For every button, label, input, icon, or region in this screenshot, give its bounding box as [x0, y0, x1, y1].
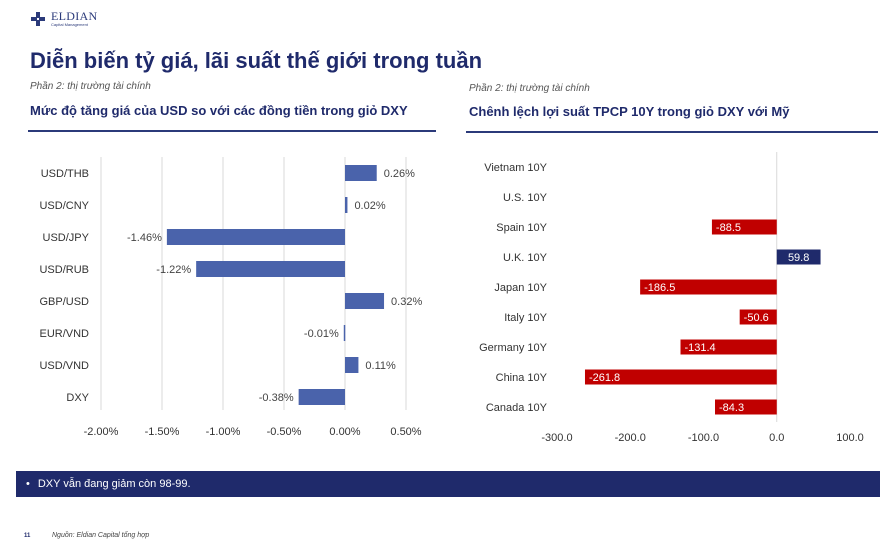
bar: [640, 279, 777, 295]
data-label: -1.46%: [127, 232, 162, 244]
category-label: China 10Y: [496, 372, 548, 384]
bar: [584, 369, 777, 385]
bar: [680, 339, 777, 355]
bar: [196, 261, 345, 277]
data-label: 0.26%: [384, 168, 415, 180]
fx-change-chart: -2.00% -1.50% -1.00% -0.50% 0.00% 0.50% USD/TH…: [39, 157, 422, 438]
bar: [776, 249, 821, 265]
x-tick-label: -300.0: [541, 432, 572, 444]
data-label: 0.02%: [354, 200, 385, 212]
x-tick-label: 0.00%: [329, 426, 360, 438]
data-label: -1.22%: [156, 264, 191, 276]
category-label: Spain 10Y: [496, 222, 547, 234]
category-label: USD/CNY: [39, 200, 89, 212]
category-label: USD/THB: [41, 168, 89, 180]
data-label: -131.4: [684, 342, 715, 354]
logo-cross-icon: [31, 11, 45, 26]
summary-banner: • DXY vẫn đang giảm còn 98-99.: [16, 471, 880, 497]
logo: ELDIAN Capital Management: [30, 10, 97, 27]
category-label: USD/VND: [39, 360, 89, 372]
x-tick-label: 100.0: [836, 432, 864, 444]
data-label: -186.5: [644, 282, 675, 294]
logo-subtitle: Capital Management: [51, 22, 88, 27]
x-tick-label: 0.50%: [390, 426, 421, 438]
left-title-underline: [28, 130, 436, 132]
category-label: USD/JPY: [43, 232, 90, 244]
left-chart-title: Mức độ tăng giá của USD so với các đồng …: [30, 103, 408, 118]
category-label: Japan 10Y: [494, 282, 547, 294]
summary-note: DXY vẫn đang giảm còn 98-99.: [37, 478, 191, 490]
bar: [298, 389, 345, 405]
left-section-label: Phần 2: thị trường tài chính: [30, 81, 151, 92]
bar: [711, 219, 777, 235]
bond-spread-chart: -300.0 -200.0 -100.0 0.0 100.0 Vietnam 10Y U.S…: [479, 152, 864, 444]
right-chart-title: Chênh lệch lợi suất TPCP 10Y trong giỏ D…: [469, 104, 790, 119]
bar: [715, 399, 777, 415]
x-tick-label: -1.50%: [145, 426, 180, 438]
category-label: U.S. 10Y: [503, 192, 548, 204]
bar: [345, 293, 385, 309]
x-tick-label: -200.0: [615, 432, 646, 444]
page-number: 11: [24, 533, 31, 539]
source-note: Nguồn: Eldian Capital tổng hợp: [52, 532, 150, 539]
x-tick-label: -1.00%: [206, 426, 241, 438]
data-label: 0.32%: [391, 296, 422, 308]
page-title: Diễn biến tỷ giá, lãi suất thế giới tron…: [30, 48, 483, 73]
data-label: 59.8: [788, 252, 809, 264]
bar: [345, 357, 359, 373]
bar: [345, 165, 377, 181]
x-tick-label: 0.0: [769, 432, 784, 444]
right-title-underline: [466, 131, 878, 133]
bullet: •: [26, 478, 30, 490]
category-label: Italy 10Y: [504, 312, 547, 324]
category-label: U.K. 10Y: [503, 252, 548, 264]
data-label: -0.38%: [259, 392, 294, 404]
category-label: EUR/VND: [39, 328, 89, 340]
data-label: -88.5: [716, 222, 741, 234]
x-tick-label: -2.00%: [84, 426, 119, 438]
category-label: Canada 10Y: [486, 402, 548, 414]
x-tick-label: -100.0: [688, 432, 719, 444]
category-label: GBP/USD: [39, 296, 89, 308]
right-section-label: Phần 2: thị trường tài chính: [469, 83, 590, 94]
category-label: USD/RUB: [39, 264, 89, 276]
data-label: 0.11%: [365, 360, 396, 372]
bar: [166, 229, 345, 245]
data-label: -50.6: [744, 312, 769, 324]
category-label: DXY: [66, 392, 89, 404]
bar: [343, 325, 346, 341]
bar: [345, 197, 348, 213]
category-label: Germany 10Y: [479, 342, 548, 354]
data-label: -0.01%: [304, 328, 339, 340]
data-label: -84.3: [719, 402, 744, 414]
bar: [739, 309, 777, 325]
category-label: Vietnam 10Y: [484, 162, 547, 174]
logo-name: ELDIAN: [51, 9, 98, 23]
data-label: -261.8: [589, 372, 620, 384]
x-tick-label: -0.50%: [267, 426, 302, 438]
